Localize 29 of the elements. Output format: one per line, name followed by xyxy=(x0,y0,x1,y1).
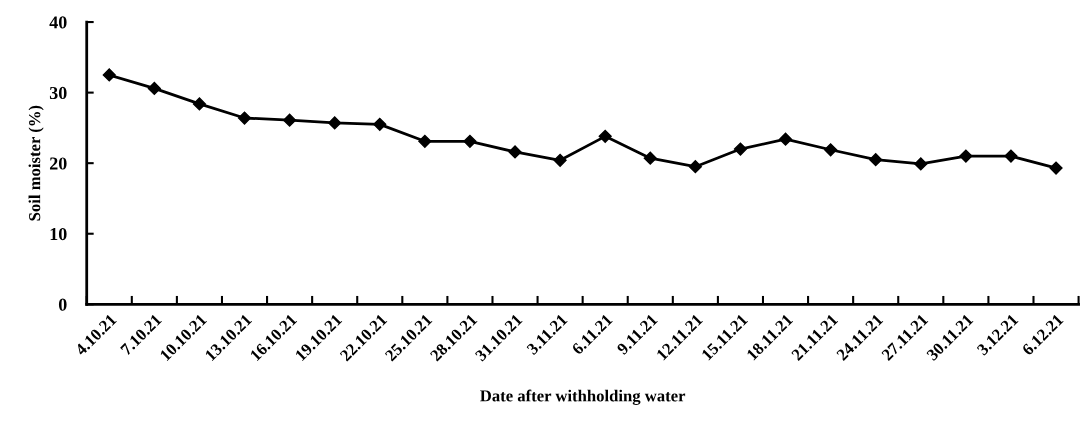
point xyxy=(102,68,116,82)
y-tick-label: 30 xyxy=(49,86,67,100)
point xyxy=(733,142,748,156)
point xyxy=(824,143,838,157)
point xyxy=(508,145,522,159)
point xyxy=(1004,149,1018,163)
point xyxy=(463,134,477,148)
point xyxy=(643,151,657,165)
y-tick-label: 0 xyxy=(58,298,67,311)
point xyxy=(914,157,928,171)
point xyxy=(1049,161,1063,175)
point xyxy=(553,153,567,167)
point xyxy=(283,113,297,127)
point xyxy=(147,81,161,95)
point xyxy=(328,116,342,130)
point xyxy=(192,97,207,111)
point xyxy=(237,111,252,125)
x-axis-title: Date after withholding water xyxy=(480,389,686,405)
point xyxy=(598,129,612,143)
y-tick-label: 40 xyxy=(49,16,67,29)
y-tick-label: 20 xyxy=(49,157,67,170)
point xyxy=(688,160,702,174)
point xyxy=(959,149,973,163)
point xyxy=(373,117,387,131)
point xyxy=(778,132,793,146)
y-tick-label: 10 xyxy=(50,227,67,241)
point xyxy=(418,134,432,148)
point xyxy=(869,153,883,167)
y-axis-title: Soil moister (%) xyxy=(28,105,44,221)
